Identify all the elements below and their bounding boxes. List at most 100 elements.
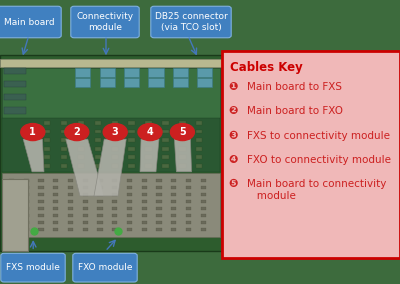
Bar bbox=[78, 138, 84, 142]
Bar bbox=[38, 214, 44, 217]
Bar bbox=[24, 179, 29, 182]
FancyBboxPatch shape bbox=[71, 6, 139, 38]
Polygon shape bbox=[94, 139, 126, 196]
Polygon shape bbox=[66, 139, 104, 196]
Bar bbox=[171, 179, 176, 182]
Bar bbox=[38, 228, 44, 231]
Bar bbox=[9, 179, 14, 182]
Bar bbox=[145, 130, 152, 133]
Text: Connectivity
module: Connectivity module bbox=[76, 12, 134, 32]
Bar bbox=[128, 138, 135, 142]
Bar bbox=[179, 138, 186, 142]
Bar bbox=[127, 207, 132, 210]
Bar bbox=[2, 68, 220, 118]
Bar bbox=[197, 68, 212, 77]
Bar bbox=[112, 179, 117, 182]
Bar bbox=[145, 164, 152, 168]
Bar bbox=[196, 121, 202, 125]
Bar bbox=[142, 214, 147, 217]
Bar bbox=[128, 164, 135, 168]
Bar bbox=[112, 214, 117, 217]
Bar bbox=[186, 207, 191, 210]
Bar bbox=[186, 200, 191, 203]
Bar bbox=[83, 193, 88, 196]
Bar bbox=[78, 121, 84, 125]
Bar bbox=[196, 130, 202, 133]
Bar bbox=[9, 193, 14, 196]
Bar bbox=[95, 155, 101, 159]
Bar bbox=[24, 193, 29, 196]
Bar bbox=[2, 179, 28, 251]
Bar bbox=[83, 186, 88, 189]
Bar bbox=[83, 207, 88, 210]
Bar bbox=[61, 130, 67, 133]
Text: 3: 3 bbox=[112, 127, 118, 137]
Bar bbox=[98, 186, 103, 189]
Bar bbox=[186, 214, 191, 217]
Bar bbox=[4, 94, 26, 100]
Bar bbox=[44, 121, 50, 125]
Bar bbox=[112, 147, 118, 151]
Bar bbox=[9, 214, 14, 217]
Bar bbox=[145, 147, 152, 151]
FancyBboxPatch shape bbox=[0, 6, 61, 38]
Bar bbox=[201, 221, 206, 224]
Bar bbox=[127, 221, 132, 224]
Text: ❹: ❹ bbox=[228, 155, 237, 165]
Bar bbox=[162, 164, 169, 168]
Bar bbox=[142, 193, 147, 196]
Bar bbox=[186, 228, 191, 231]
Bar bbox=[179, 121, 186, 125]
Bar bbox=[201, 200, 206, 203]
Bar bbox=[98, 221, 103, 224]
Text: ❷: ❷ bbox=[228, 106, 237, 116]
Bar bbox=[142, 179, 147, 182]
Bar bbox=[44, 147, 50, 151]
Bar bbox=[100, 78, 115, 87]
FancyBboxPatch shape bbox=[73, 253, 137, 282]
Bar bbox=[53, 207, 58, 210]
Bar bbox=[196, 138, 202, 142]
Text: FXO to connectivity module: FXO to connectivity module bbox=[247, 155, 391, 165]
Bar bbox=[171, 228, 176, 231]
Bar bbox=[68, 214, 73, 217]
Bar bbox=[24, 207, 29, 210]
Bar bbox=[142, 221, 147, 224]
Bar bbox=[83, 179, 88, 182]
Bar bbox=[156, 186, 162, 189]
Bar bbox=[171, 207, 176, 210]
Bar bbox=[9, 207, 14, 210]
Text: 2: 2 bbox=[74, 127, 80, 137]
Bar bbox=[95, 130, 101, 133]
Bar bbox=[38, 186, 44, 189]
Bar bbox=[38, 179, 44, 182]
Bar bbox=[142, 186, 147, 189]
Bar bbox=[24, 214, 29, 217]
Bar bbox=[222, 51, 400, 258]
Text: 1: 1 bbox=[30, 127, 36, 137]
Bar bbox=[44, 164, 50, 168]
Bar bbox=[127, 193, 132, 196]
Bar bbox=[61, 164, 67, 168]
Bar bbox=[112, 221, 117, 224]
Bar bbox=[156, 179, 162, 182]
Bar bbox=[142, 228, 147, 231]
Bar bbox=[100, 68, 115, 77]
Polygon shape bbox=[140, 139, 159, 172]
Bar bbox=[112, 121, 118, 125]
Bar bbox=[53, 228, 58, 231]
Bar bbox=[4, 81, 26, 87]
Bar bbox=[127, 179, 132, 182]
Bar bbox=[197, 78, 212, 87]
Bar bbox=[128, 121, 135, 125]
Text: Main board to connectivity
   module: Main board to connectivity module bbox=[247, 179, 386, 201]
Bar bbox=[162, 138, 169, 142]
Bar bbox=[186, 179, 191, 182]
Bar bbox=[61, 138, 67, 142]
Circle shape bbox=[170, 124, 194, 141]
Bar bbox=[173, 68, 188, 77]
Bar bbox=[98, 179, 103, 182]
Polygon shape bbox=[23, 139, 44, 172]
Bar bbox=[44, 138, 50, 142]
Bar bbox=[145, 138, 152, 142]
